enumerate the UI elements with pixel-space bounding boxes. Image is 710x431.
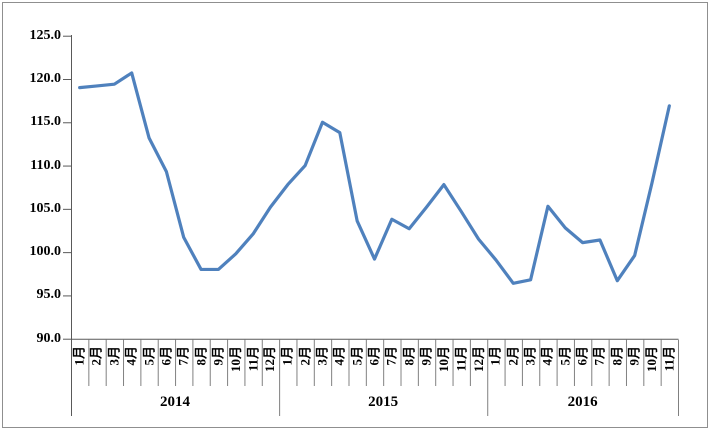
month-label: 9月	[626, 345, 642, 366]
month-cell: 4月	[123, 342, 140, 392]
month-cell: 9月	[626, 342, 643, 392]
y-tick-label: 100.0	[29, 244, 62, 260]
month-label: 8月	[401, 345, 417, 366]
y-tick-label: 95.0	[36, 287, 62, 303]
month-label: 6月	[366, 345, 382, 366]
month-cell: 2月	[505, 342, 522, 392]
month-cell: 12月	[262, 342, 279, 392]
month-label: 3月	[314, 345, 330, 366]
line-plot	[63, 35, 679, 416]
y-tick-label: 105.0	[29, 200, 62, 216]
month-cell: 3月	[106, 342, 123, 392]
month-label: 2月	[505, 345, 521, 366]
month-cell: 7月	[383, 342, 400, 392]
month-cell: 9月	[418, 342, 435, 392]
month-label: 5月	[141, 345, 157, 366]
year-label: 2015	[368, 394, 399, 410]
month-cell: 9月	[210, 342, 227, 392]
y-tick-label: 125.0	[29, 27, 62, 43]
month-cell: 2月	[296, 342, 313, 392]
month-label: 4月	[123, 345, 139, 366]
month-cell: 2月	[88, 342, 105, 392]
month-cell: 1月	[71, 342, 88, 392]
y-tick-label: 115.0	[30, 114, 61, 130]
month-cell: 8月	[609, 342, 626, 392]
month-cell: 6月	[366, 342, 383, 392]
month-label: 1月	[279, 345, 295, 366]
month-label: 8月	[609, 345, 625, 366]
month-label: 10月	[435, 345, 451, 372]
month-label: 2月	[89, 345, 104, 366]
month-label: 5月	[557, 345, 573, 366]
month-cell: 1月	[487, 342, 504, 392]
month-cell: 7月	[175, 342, 192, 392]
month-label: 6月	[158, 345, 174, 366]
y-tick-label: 90.0	[36, 330, 62, 346]
month-cell: 11月	[661, 342, 678, 392]
y-tick-label: 120.0	[29, 70, 62, 86]
month-label: 11月	[245, 345, 261, 371]
month-cell: 8月	[401, 342, 418, 392]
month-cell: 5月	[140, 342, 157, 392]
month-cell: 3月	[314, 342, 331, 392]
month-label: 7月	[383, 345, 399, 366]
month-cell: 12月	[470, 342, 487, 392]
year-label: 2014	[160, 394, 191, 410]
month-cell: 7月	[591, 342, 608, 392]
month-label: 1月	[71, 345, 87, 366]
month-label: 1月	[487, 345, 503, 366]
month-cell: 4月	[539, 342, 556, 392]
month-label: 10月	[643, 345, 659, 372]
month-label: 10月	[227, 345, 243, 372]
month-label: 7月	[175, 345, 191, 366]
month-cell: 6月	[158, 342, 175, 392]
month-label: 8月	[193, 345, 209, 366]
month-cell: 11月	[244, 342, 261, 392]
year-label: 2016	[567, 394, 598, 410]
month-cell: 3月	[522, 342, 539, 392]
month-cell: 10月	[227, 342, 244, 392]
month-label: 12月	[470, 345, 486, 372]
month-label: 3月	[106, 345, 122, 366]
month-label: 3月	[522, 345, 538, 366]
month-label: 7月	[591, 345, 607, 366]
month-cell: 5月	[557, 342, 574, 392]
y-tick-label: 110.0	[30, 157, 61, 173]
month-cell: 10月	[435, 342, 452, 392]
month-label: 4月	[331, 345, 347, 366]
month-label: 4月	[539, 345, 555, 366]
month-label: 11月	[453, 345, 469, 371]
month-label: 12月	[262, 345, 278, 372]
month-label: 11月	[661, 345, 677, 371]
month-cell: 4月	[331, 342, 348, 392]
data-series-line	[78, 71, 671, 285]
month-label: 2月	[297, 345, 313, 366]
month-cell: 6月	[574, 342, 591, 392]
month-label: 9月	[418, 345, 434, 366]
month-cell: 8月	[192, 342, 209, 392]
month-label: 5月	[349, 345, 365, 366]
month-cell: 1月	[279, 342, 296, 392]
month-label: 9月	[210, 345, 226, 366]
month-cell: 5月	[348, 342, 365, 392]
month-label: 6月	[574, 345, 590, 366]
month-cell: 11月	[453, 342, 470, 392]
month-cell: 10月	[643, 342, 660, 392]
